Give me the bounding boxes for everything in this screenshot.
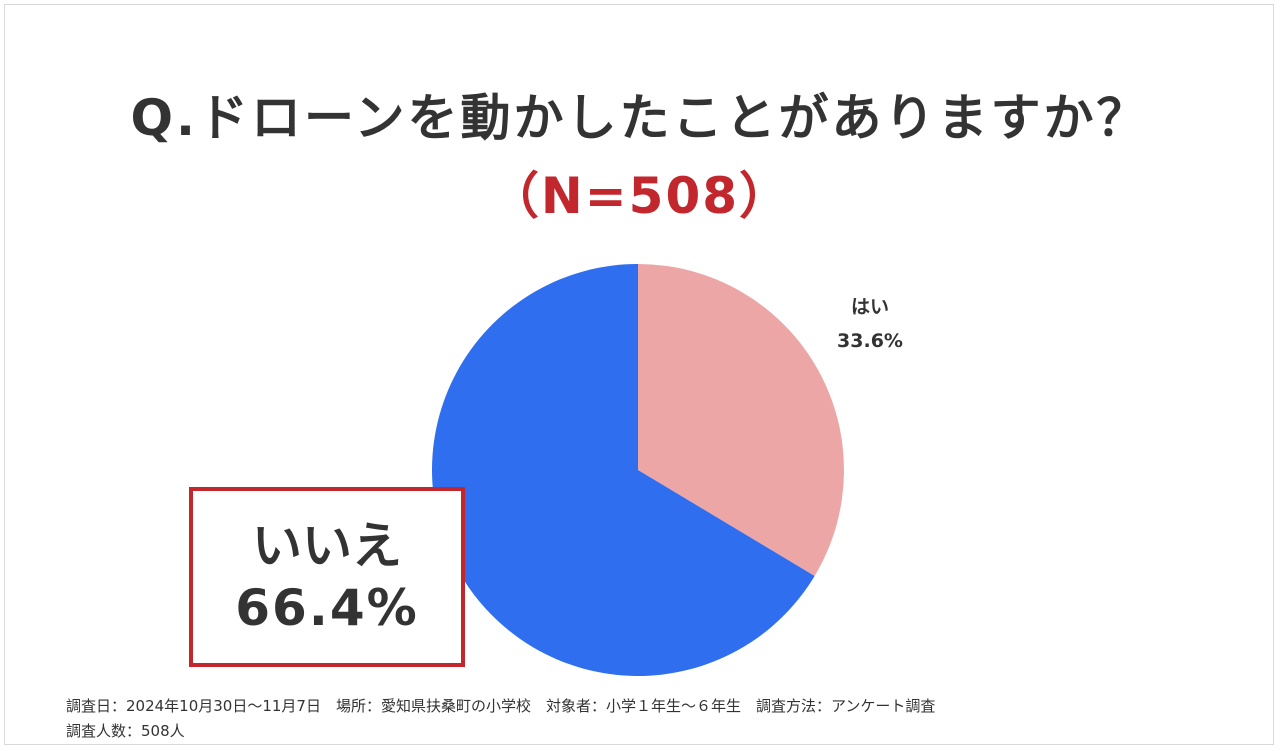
- pie-slice-yes: [638, 264, 844, 576]
- data-label-no-category: いいえ: [252, 517, 402, 575]
- data-label-yes-category: はい: [850, 296, 889, 318]
- chart-title: Q.ドローンを動かしたことがありますか？: [130, 89, 1150, 147]
- pie-slice-no: [431, 263, 815, 677]
- survey-footnote-line1: 調査日：2024年10月30日～11月7日 場所：愛知県扶桑町の小学校 対象者：…: [66, 697, 936, 715]
- sample-size: （N=508）: [488, 167, 792, 225]
- survey-footnote-line2: 調査人数：508人: [66, 722, 185, 740]
- survey-footnote: 調査日：2024年10月30日～11月7日 場所：愛知県扶桑町の小学校 対象者：…: [66, 694, 935, 744]
- data-label-no-value: 66.4%: [235, 579, 419, 637]
- data-label-yes: はい 33.6%: [815, 290, 925, 358]
- data-label-no-callout: いいえ 66.4%: [189, 487, 465, 667]
- data-label-yes-value: 33.6%: [837, 330, 903, 352]
